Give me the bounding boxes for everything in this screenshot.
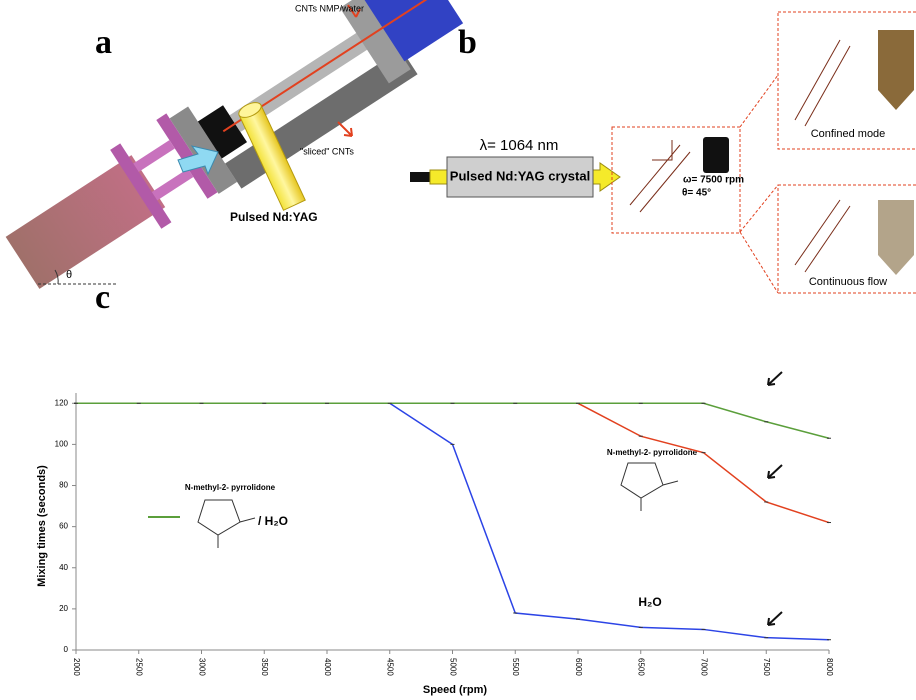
rod <box>133 140 175 172</box>
motor <box>197 105 248 159</box>
x-axis-label: Speed (rpm) <box>423 684 488 696</box>
x-tick-label: 2000 <box>72 658 81 676</box>
pointer-arrows <box>767 371 783 626</box>
panel-label: a <box>95 24 112 61</box>
label: Continuous flow <box>809 276 887 288</box>
series-line <box>76 402 830 439</box>
y-tick-label: 60 <box>59 522 68 531</box>
outlet-arrow <box>337 121 353 137</box>
panel-label: b <box>458 24 477 61</box>
annotation: N-methyl-2- pyrrolidone <box>185 483 276 492</box>
label: ω= 7500 rpm <box>683 175 744 186</box>
x-tick-label: 6500 <box>637 658 646 676</box>
series-line <box>76 402 830 641</box>
label: Pulsed Nd:YAG crystal <box>450 168 590 183</box>
annotation: / H₂O <box>258 514 288 528</box>
x-tick-label: 8000 <box>825 658 834 676</box>
inlet-arrow <box>347 4 361 18</box>
x-tick-label: 2500 <box>135 658 144 676</box>
x-tick-label: 6000 <box>574 658 583 676</box>
x-tick-label: 3000 <box>197 658 206 676</box>
syringe <box>5 155 166 289</box>
x-tick-label: 3500 <box>260 658 269 676</box>
rod <box>151 168 194 201</box>
crystal-box <box>446 156 594 198</box>
label: CNTs NMP/water <box>295 3 364 13</box>
inset-box <box>777 11 916 150</box>
annotation: H₂O <box>638 595 661 609</box>
label: "sliced" CNTs <box>300 146 354 156</box>
x-tick-label: 4500 <box>386 658 395 676</box>
label: θ <box>66 269 72 281</box>
sample <box>878 30 914 110</box>
sample <box>878 200 914 275</box>
molecule <box>197 462 679 548</box>
frame <box>339 0 411 84</box>
label: Confined mode <box>811 128 886 140</box>
annotation: N-methyl-2- pyrrolidone <box>607 448 698 457</box>
label: λ= 1064 nm <box>480 137 559 154</box>
tube-sketch <box>629 140 691 213</box>
connector <box>739 74 779 294</box>
label: Pulsed Nd:YAG <box>230 210 318 224</box>
series-line <box>76 402 830 524</box>
y-tick-label: 120 <box>55 398 69 407</box>
angle-arc <box>54 269 59 285</box>
tube-sketch <box>794 199 851 273</box>
y-tick-label: 80 <box>59 481 68 490</box>
y-tick-label: 0 <box>64 645 69 654</box>
x-tick-label: 7000 <box>699 658 708 676</box>
y-axis-label: Mixing times (seconds) <box>36 465 48 587</box>
inset-box <box>611 126 741 234</box>
x-tick-label: 5000 <box>448 658 457 676</box>
vial <box>703 137 729 173</box>
rotation-arrow <box>177 145 219 176</box>
clamp <box>110 143 172 229</box>
flow-line <box>222 0 476 133</box>
panel-label: c <box>95 279 110 316</box>
y-tick-label: 40 <box>59 563 68 572</box>
x-tick-label: 5500 <box>511 658 520 676</box>
plot: 0 20 40 60 80 100 120 2000 2500 3000 3500 4000 4500 5… <box>55 393 834 676</box>
x-tick-label: 4000 <box>323 658 332 676</box>
tube-sketch <box>794 39 851 127</box>
y-tick-label: 100 <box>55 440 69 449</box>
laser-beam <box>238 102 306 211</box>
inset-box <box>777 184 916 294</box>
y-tick-label: 20 <box>59 604 68 613</box>
x-tick-label: 7500 <box>762 658 771 676</box>
apparatus <box>5 0 476 289</box>
label: θ= 45° <box>682 188 711 199</box>
clamp <box>156 113 218 199</box>
